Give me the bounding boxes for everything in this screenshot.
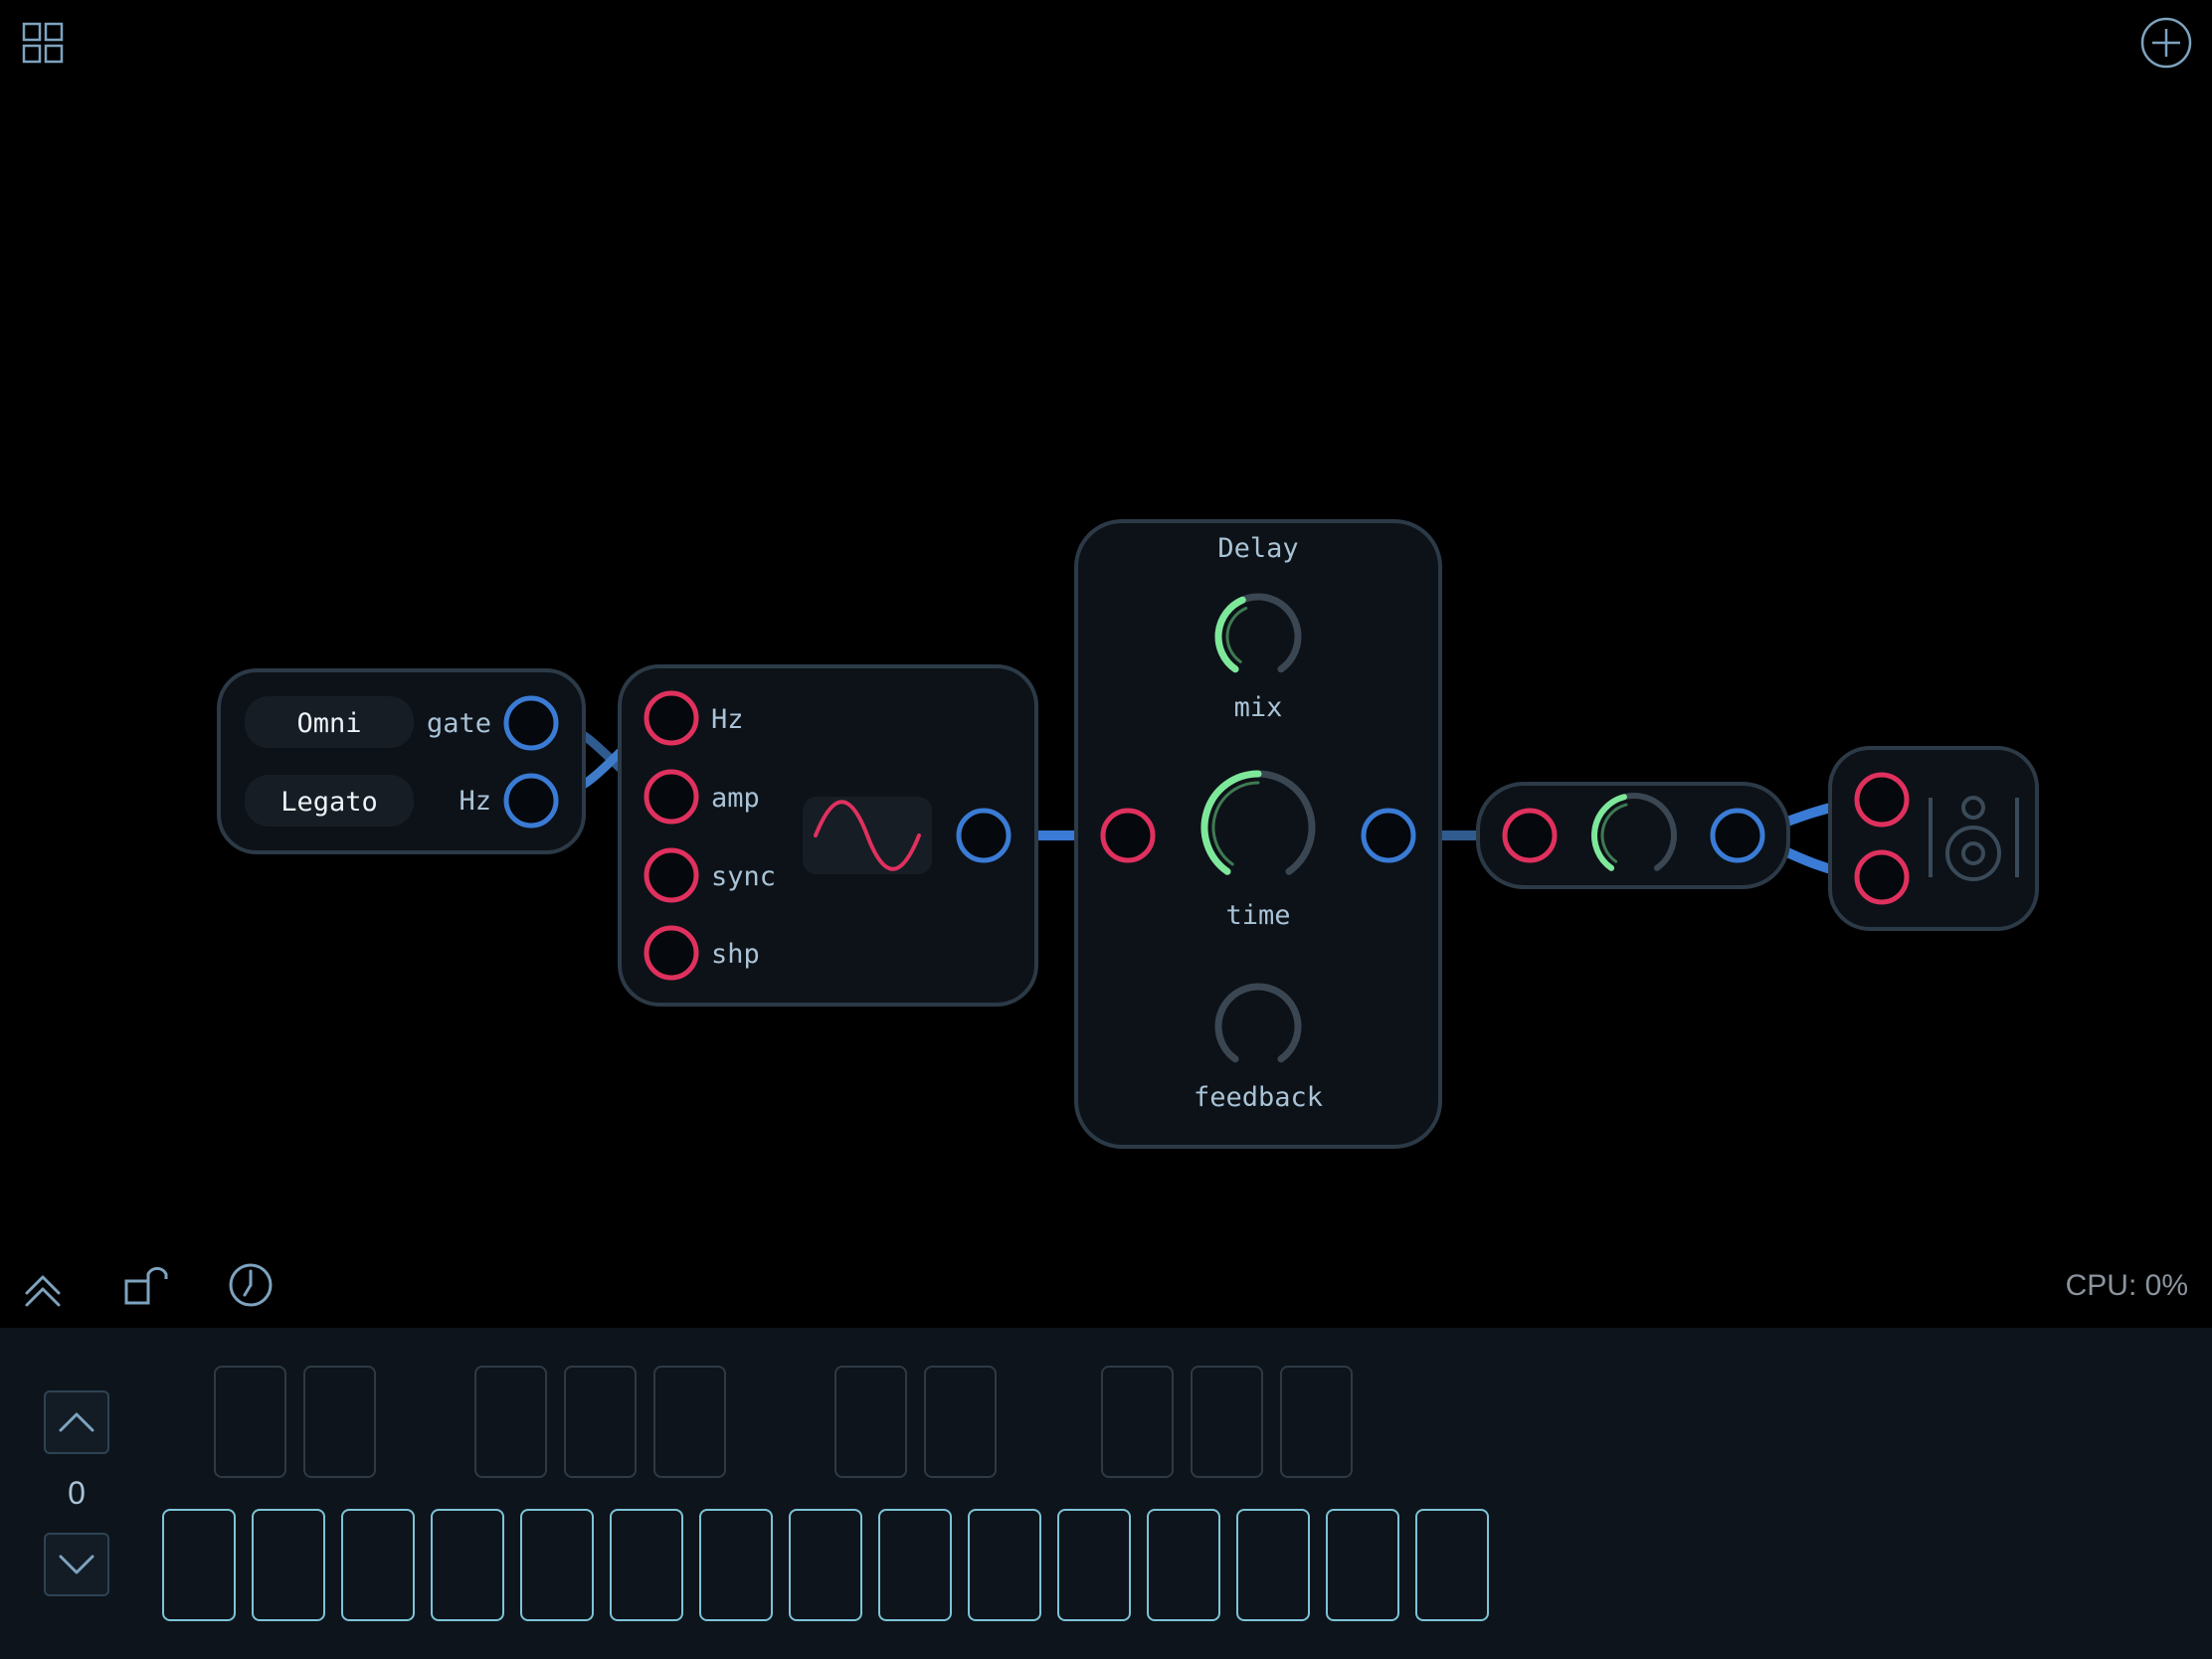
black-key[interactable] xyxy=(653,1366,726,1478)
speaker-icon xyxy=(1929,796,2019,881)
black-key[interactable] xyxy=(924,1366,997,1478)
feedback-knob[interactable] xyxy=(1214,983,1302,1063)
white-key[interactable] xyxy=(968,1509,1041,1621)
black-key[interactable] xyxy=(303,1366,376,1478)
hz-output-port[interactable] xyxy=(503,773,559,829)
cpu-usage-label: CPU: 0% xyxy=(2065,1269,2188,1302)
oscillator-output-port[interactable] xyxy=(956,808,1012,863)
time-label: time xyxy=(1225,900,1290,931)
white-key[interactable] xyxy=(162,1509,236,1621)
amp-input-label: amp xyxy=(711,783,760,814)
black-key[interactable] xyxy=(834,1366,907,1478)
amp-input-port[interactable] xyxy=(644,769,699,825)
white-key[interactable] xyxy=(431,1509,504,1621)
gate-label: gate xyxy=(427,708,491,739)
knob-value-arc xyxy=(1591,794,1627,871)
sync-input-label: sync xyxy=(711,861,776,892)
delay-module[interactable]: Delay mix time feedback xyxy=(1074,519,1442,1149)
white-key[interactable] xyxy=(1415,1509,1489,1621)
oscillator-module[interactable]: Hz amp sync shp xyxy=(618,664,1038,1007)
hz-input-label: Hz xyxy=(711,704,744,735)
hz-output-label: Hz xyxy=(459,786,491,817)
knob-value-arc xyxy=(1200,770,1262,875)
white-key[interactable] xyxy=(252,1509,325,1621)
unlock-icon[interactable] xyxy=(124,1266,168,1305)
delay-output-port[interactable] xyxy=(1361,808,1416,863)
white-key[interactable] xyxy=(699,1509,773,1621)
knob-value-inner-arc xyxy=(1211,781,1260,866)
white-key[interactable] xyxy=(789,1509,862,1621)
black-key[interactable] xyxy=(564,1366,637,1478)
white-key[interactable] xyxy=(610,1509,683,1621)
octave-value: 0 xyxy=(68,1475,86,1511)
hz-input-port[interactable] xyxy=(644,690,699,746)
gate-output-port[interactable] xyxy=(503,695,559,751)
legato-button[interactable] xyxy=(245,775,414,827)
clock-icon[interactable] xyxy=(229,1263,273,1307)
gain-module[interactable] xyxy=(1476,782,1790,889)
white-key[interactable] xyxy=(1147,1509,1220,1621)
white-key[interactable] xyxy=(1326,1509,1399,1621)
time-knob[interactable] xyxy=(1200,770,1316,875)
black-key[interactable] xyxy=(1101,1366,1174,1478)
grid-icon[interactable] xyxy=(22,22,64,64)
omni-label: Omni xyxy=(296,708,361,739)
plus-circle-icon[interactable] xyxy=(2140,17,2192,69)
knob-value-arc xyxy=(1214,596,1246,673)
left-output-input-port[interactable] xyxy=(1854,772,1910,828)
mix-label: mix xyxy=(1234,692,1283,723)
shp-input-label: shp xyxy=(711,939,760,970)
omni-button[interactable] xyxy=(245,696,414,748)
chevron-down-icon xyxy=(59,1555,94,1574)
delay-title: Delay xyxy=(1217,533,1298,564)
knob-track xyxy=(1214,983,1302,1063)
knob-value-inner-arc xyxy=(1600,803,1628,863)
black-key[interactable] xyxy=(214,1366,286,1478)
mix-knob[interactable] xyxy=(1214,593,1302,673)
sync-input-port[interactable] xyxy=(644,847,699,903)
chevron-up-icon xyxy=(59,1412,94,1432)
legato-label: Legato xyxy=(280,787,378,818)
white-key[interactable] xyxy=(878,1509,952,1621)
black-key[interactable] xyxy=(1280,1366,1353,1478)
knob-value-inner-arc xyxy=(1225,607,1248,663)
black-key[interactable] xyxy=(1191,1366,1263,1478)
black-key[interactable] xyxy=(474,1366,547,1478)
double-chevron-up-icon[interactable] xyxy=(25,1275,61,1307)
output-module[interactable] xyxy=(1828,746,2039,931)
delay-input-port[interactable] xyxy=(1100,808,1156,863)
right-output-input-port[interactable] xyxy=(1854,849,1910,905)
midi-input-module[interactable]: Omni Legato gate Hz xyxy=(217,668,586,854)
white-key[interactable] xyxy=(1236,1509,1310,1621)
gain-output-port[interactable] xyxy=(1710,808,1765,863)
shp-input-port[interactable] xyxy=(644,925,699,981)
feedback-label: feedback xyxy=(1194,1082,1323,1113)
octave-up-button[interactable] xyxy=(44,1390,109,1454)
white-key[interactable] xyxy=(520,1509,594,1621)
white-key[interactable] xyxy=(1057,1509,1131,1621)
octave-down-button[interactable] xyxy=(44,1533,109,1596)
gain-input-port[interactable] xyxy=(1502,808,1558,863)
patch-canvas[interactable]: Omni Legato gate Hz Hz amp sync shp Dela… xyxy=(0,0,2212,1328)
sine-wave-icon[interactable] xyxy=(803,797,932,874)
gain-knob[interactable] xyxy=(1591,793,1677,871)
white-key[interactable] xyxy=(341,1509,415,1621)
